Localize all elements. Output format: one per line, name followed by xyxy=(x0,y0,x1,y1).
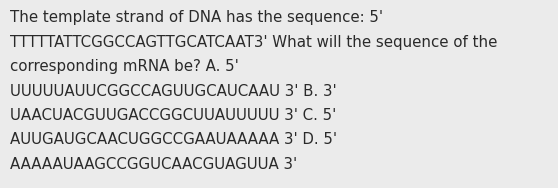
Text: UAACUACGUUGACCGGCUUAUUUUU 3' C. 5': UAACUACGUUGACCGGCUUAUUUUU 3' C. 5' xyxy=(10,108,336,123)
Text: AAAAAUAAGCCGGUCAACGUAGUUA 3': AAAAAUAAGCCGGUCAACGUAGUUA 3' xyxy=(10,157,297,172)
Text: UUUUUAUUCGGCCAGUUGCAUCAAU 3' B. 3': UUUUUAUUCGGCCAGUUGCAUCAAU 3' B. 3' xyxy=(10,83,336,99)
Text: corresponding mRNA be? A. 5': corresponding mRNA be? A. 5' xyxy=(10,59,239,74)
Text: The template strand of DNA has the sequence: 5': The template strand of DNA has the seque… xyxy=(10,10,383,25)
Text: AUUGAUGCAACUGGCCGAAUAAAAA 3' D. 5': AUUGAUGCAACUGGCCGAAUAAAAA 3' D. 5' xyxy=(10,133,337,148)
Text: TTTTTATTCGGCCAGTTGCATCAAT3' What will the sequence of the: TTTTTATTCGGCCAGTTGCATCAAT3' What will th… xyxy=(10,35,497,49)
